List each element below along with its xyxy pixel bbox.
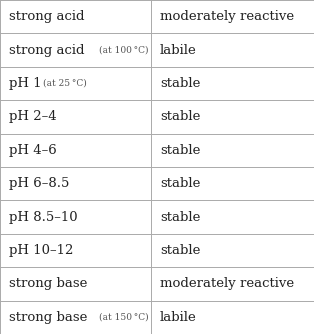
Text: (at 25 °C): (at 25 °C) <box>43 79 87 88</box>
Text: strong acid: strong acid <box>9 10 85 23</box>
Text: (at 100 °C): (at 100 °C) <box>100 46 149 54</box>
Text: stable: stable <box>160 111 201 123</box>
Text: stable: stable <box>160 244 201 257</box>
Text: strong base: strong base <box>9 311 88 324</box>
Text: stable: stable <box>160 77 201 90</box>
Text: strong acid: strong acid <box>9 44 85 56</box>
Text: strong base: strong base <box>9 278 88 290</box>
Text: moderately reactive: moderately reactive <box>160 278 294 290</box>
Text: labile: labile <box>160 311 197 324</box>
Text: stable: stable <box>160 144 201 157</box>
Text: pH 6–8.5: pH 6–8.5 <box>9 177 70 190</box>
Text: stable: stable <box>160 211 201 223</box>
Text: pH 8.5–10: pH 8.5–10 <box>9 211 78 223</box>
Text: labile: labile <box>160 44 197 56</box>
Text: pH 2–4: pH 2–4 <box>9 111 57 123</box>
Text: pH 4–6: pH 4–6 <box>9 144 57 157</box>
Text: (at 150 °C): (at 150 °C) <box>100 313 149 322</box>
Text: moderately reactive: moderately reactive <box>160 10 294 23</box>
Text: stable: stable <box>160 177 201 190</box>
Text: pH 1: pH 1 <box>9 77 42 90</box>
Text: pH 10–12: pH 10–12 <box>9 244 74 257</box>
